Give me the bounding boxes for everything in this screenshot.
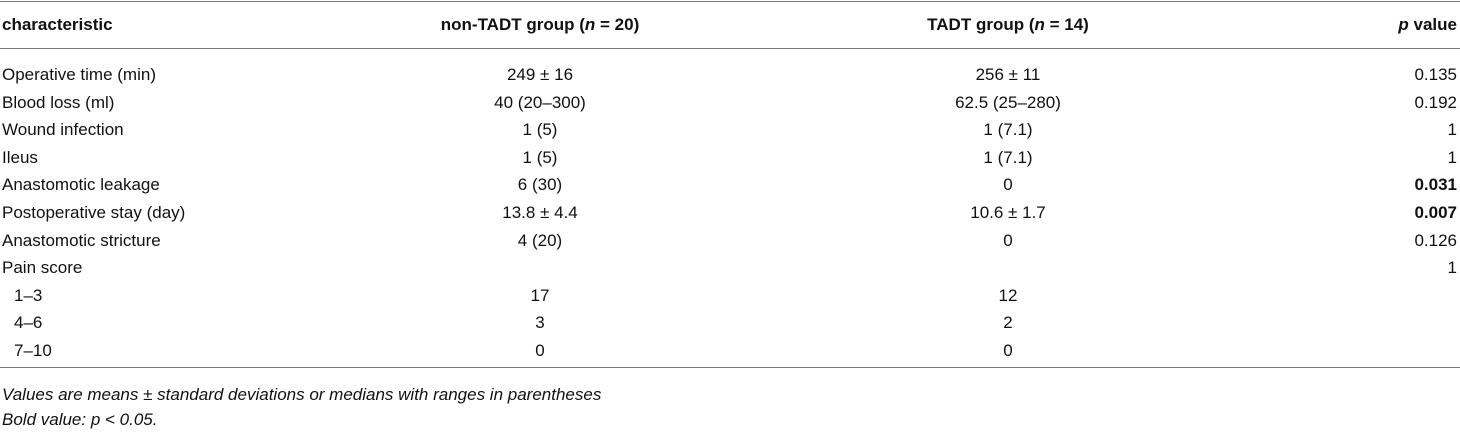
cell-value: 0.007 [1414, 203, 1457, 222]
cell-value: 249 ± 16 [506, 65, 574, 84]
header-text: characteristic [2, 15, 113, 34]
header-text: value [1408, 15, 1457, 34]
cell-value: 1 (7.1) [983, 120, 1033, 140]
cell-value: 0.192 [1414, 92, 1457, 112]
row-label: Wound infection [2, 120, 124, 140]
cell-value: 0 [535, 341, 545, 360]
row-label: 7–10 [14, 341, 52, 360]
cell-value: 62.5 (25–280) [955, 92, 1061, 112]
row-label: Ileus [2, 147, 38, 167]
cell-value: 2 [1003, 313, 1013, 333]
cell-value: 0 [1003, 230, 1013, 250]
footnote: Bold value: p < 0.05. [2, 410, 158, 429]
header-text: = 20) [595, 15, 640, 34]
header-cell: TADT group (n = 14) [808, 15, 1208, 35]
cell-value: 0 [1003, 341, 1013, 360]
cell-value: 0.126 [1414, 230, 1457, 250]
row-label: Operative time (min) [2, 65, 156, 84]
cell-value: 1 [1447, 258, 1457, 278]
cell-value: 0.031 [1414, 175, 1457, 195]
header-text: = 14) [1044, 15, 1089, 34]
cell-value: 1 (7.1) [983, 147, 1033, 167]
header-text: p [1398, 15, 1409, 34]
header-text: n [584, 15, 596, 34]
header-cell: non-TADT group (n = 20) [340, 15, 740, 35]
cell-value: 1 (5) [522, 147, 558, 167]
header-cell: p value [1398, 15, 1457, 35]
cell-value: 256 ± 11 [975, 65, 1041, 84]
header-cell: characteristic [2, 15, 113, 35]
cell-value: 0.135 [1414, 65, 1457, 84]
header-text: n [1034, 15, 1045, 34]
cell-value: 4 (20) [517, 230, 563, 250]
row-label: Anastomotic stricture [2, 230, 161, 250]
cell-value: 1 [1447, 120, 1457, 140]
header-rule [0, 48, 1460, 49]
row-label: Pain score [2, 258, 83, 278]
cell-value: 1 [1447, 147, 1457, 167]
row-label: 4–6 [14, 313, 43, 333]
header-text: TADT group ( [927, 15, 1035, 34]
bottom-rule [0, 367, 1460, 368]
cell-value: 40 (20–300) [494, 92, 586, 112]
cell-value: 12 [998, 285, 1018, 305]
cell-value: 6 (30) [517, 175, 563, 195]
row-label: Blood loss (ml) [2, 92, 115, 112]
row-label: 1–3 [14, 285, 43, 305]
row-label: Postoperative stay (day) [2, 203, 186, 222]
cell-value: 10.6 ± 1.7 [970, 203, 1046, 222]
header-text: non-TADT group ( [440, 15, 585, 34]
cell-value: 0 [1003, 175, 1013, 195]
cell-value: 3 [535, 313, 545, 333]
cell-value: 1 (5) [522, 120, 558, 140]
cell-value: 13.8 ± 4.4 [502, 203, 578, 222]
cell-value: 17 [530, 285, 550, 305]
footnote: Values are means ± standard deviations o… [2, 385, 602, 404]
row-label: Anastomotic leakage [2, 175, 160, 195]
top-rule [0, 1, 1460, 2]
